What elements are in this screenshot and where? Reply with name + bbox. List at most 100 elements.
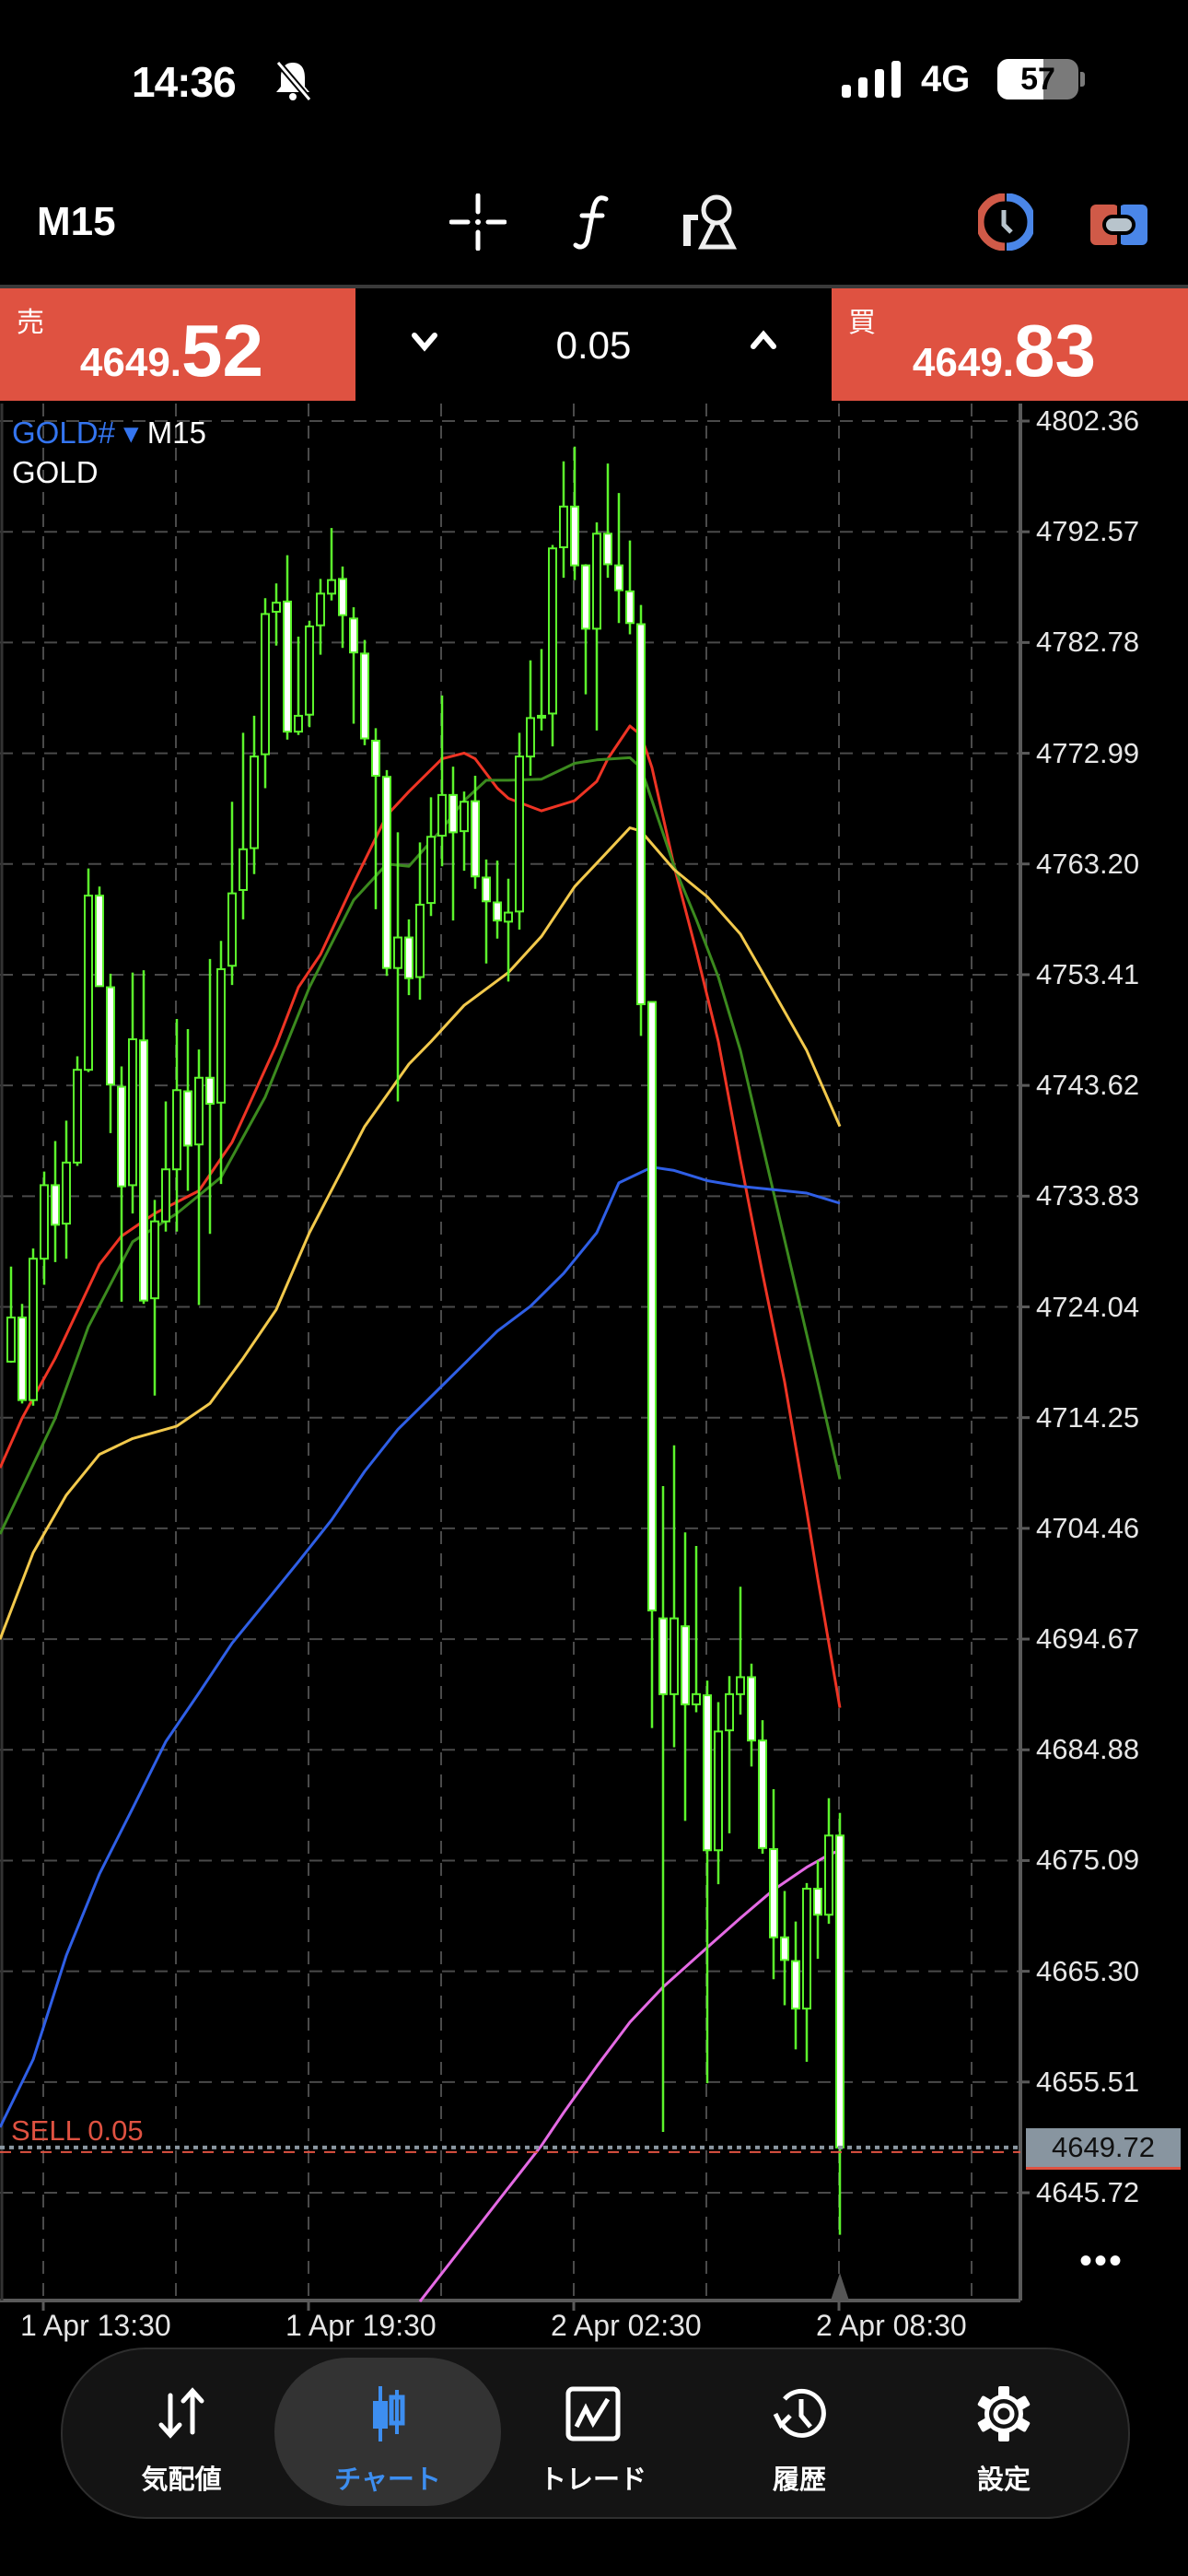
symbol-name[interactable]: GOLD# [12, 416, 115, 450]
candle-bearish [835, 1834, 844, 2149]
volume-value[interactable]: 0.05 [555, 323, 632, 367]
candle-bullish [161, 1168, 170, 1223]
gear-icon [977, 2386, 1031, 2441]
y-tick-label: 4714.25 [1036, 1400, 1140, 1434]
one-click-trading-icon[interactable] [978, 193, 1033, 251]
candle-bearish [382, 776, 391, 969]
candle-bullish [216, 967, 226, 1104]
moving-average-line [0, 826, 842, 1640]
price-chart[interactable] [0, 404, 1031, 2311]
candle-bullish [426, 836, 436, 905]
candle-bearish [703, 1694, 712, 1852]
candle-bullish [40, 1184, 49, 1260]
nav-settings[interactable]: 設定 [903, 2359, 1105, 2506]
trade-toggle-icon[interactable] [1090, 205, 1147, 245]
candle-bullish [537, 714, 546, 719]
nav-trade[interactable]: トレード [492, 2359, 694, 2506]
candle-bearish [95, 895, 104, 988]
signal-icon [842, 61, 901, 98]
current-price-tag: 4649.72 [1026, 2128, 1181, 2170]
candle-bullish [316, 592, 325, 626]
battery-level: 57 [1020, 62, 1055, 97]
nav-label: 気配値 [141, 2465, 222, 2495]
candle-bearish [603, 533, 612, 566]
candle-bullish [670, 1617, 679, 1695]
caret-down-icon[interactable]: ▾ [123, 416, 139, 450]
y-tick-label: 4743.62 [1036, 1069, 1140, 1102]
sell-price-suffix: 52 [181, 310, 263, 392]
candle-bullish [515, 755, 524, 913]
candle-bullish [29, 1258, 38, 1401]
candle-bullish [227, 892, 237, 967]
symbol-selector[interactable]: GOLD# ▾ M15 [12, 415, 206, 451]
nav-chart[interactable]: チャート [286, 2359, 489, 2506]
sell-label: 売 [17, 308, 44, 338]
candle-bullish [592, 533, 601, 630]
candle-bearish [471, 800, 480, 878]
nav-label: 設定 [976, 2465, 1031, 2495]
candle-bearish [51, 1184, 60, 1226]
candle-bullish [714, 1730, 723, 1852]
candle-bullish [736, 1676, 745, 1695]
candle-bearish [625, 590, 635, 625]
nav-quotes[interactable]: 気配値 [80, 2359, 283, 2506]
candle-bullish [261, 613, 270, 755]
candle-bullish [725, 1692, 734, 1732]
battery-tip [1080, 72, 1085, 87]
candle-bearish [658, 1617, 668, 1695]
nav-history[interactable]: 履歴 [698, 2359, 901, 2506]
candle-bullish [305, 625, 314, 716]
candle-bullish [172, 1089, 181, 1171]
candle-bearish [360, 652, 369, 740]
x-tick-label: 1 Apr 13:30 [20, 2309, 171, 2342]
battery-icon: 57 [997, 59, 1078, 100]
candle-bullish [150, 1220, 159, 1300]
trade-chart-icon [565, 2386, 621, 2441]
indicator-f-icon[interactable] [571, 193, 611, 251]
candle-bearish [747, 1676, 756, 1742]
sell-button[interactable]: 売 4649.52 [0, 288, 355, 401]
candle-bearish [780, 1936, 789, 1961]
candle-bearish [758, 1739, 767, 1849]
objects-icon[interactable] [681, 193, 737, 251]
bell-slash-icon [275, 60, 312, 101]
candle-bearish [681, 1625, 690, 1705]
x-tick-label: 1 Apr 19:30 [285, 2309, 437, 2342]
candle-bullish [559, 505, 568, 549]
candle-bullish [128, 1038, 137, 1187]
buy-label: 買 [848, 308, 876, 338]
timeframe-button[interactable]: M15 [37, 199, 116, 244]
candlestick-icon [373, 2386, 405, 2441]
nav-label: トレード [539, 2465, 646, 2495]
y-tick-label: 4675.09 [1036, 1844, 1140, 1877]
more-icon[interactable]: ••• [1079, 2241, 1124, 2281]
quotes-arrows-icon [158, 2387, 204, 2439]
crosshair-icon[interactable] [449, 193, 507, 251]
moving-average-line [0, 724, 842, 1708]
candle-bearish [404, 936, 413, 979]
candle-bullish [824, 1834, 833, 1916]
nav-label: 履歴 [772, 2465, 826, 2495]
moving-average-line [0, 1165, 841, 2128]
y-tick-label: 4724.04 [1036, 1290, 1140, 1323]
candle-bullish [802, 1888, 811, 2010]
candle-bearish [371, 739, 380, 777]
candle-bearish [791, 1960, 800, 2010]
buy-price-suffix: 83 [1014, 310, 1096, 392]
y-tick-label: 4733.83 [1036, 1179, 1140, 1212]
network-type: 4G [921, 59, 971, 100]
y-tick-label: 4694.67 [1036, 1622, 1140, 1656]
nav-label: チャート [334, 2465, 441, 2495]
buy-button[interactable]: 買 4649.83 [832, 288, 1188, 401]
active-tab-highlight [274, 2358, 501, 2506]
candle-bearish [493, 901, 502, 922]
candle-bullish [272, 602, 281, 613]
chevron-up-icon[interactable] [750, 329, 777, 351]
candle-bearish [349, 617, 358, 654]
candle-bearish [106, 986, 115, 1086]
candle-bullish [504, 911, 513, 923]
position-label[interactable]: SELL 0.05 [11, 2114, 144, 2147]
chevron-down-icon[interactable] [411, 331, 438, 353]
candle-bearish [17, 1317, 27, 1401]
symbol-description: GOLD [12, 455, 99, 489]
